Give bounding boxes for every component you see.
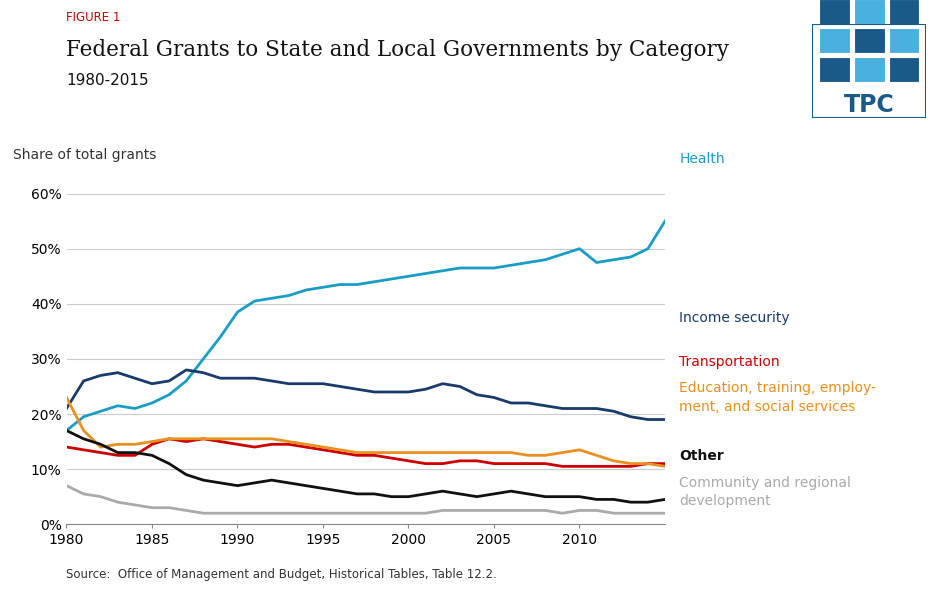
Text: TPC: TPC bbox=[844, 92, 895, 117]
FancyBboxPatch shape bbox=[819, 0, 850, 25]
FancyBboxPatch shape bbox=[888, 28, 920, 53]
FancyBboxPatch shape bbox=[819, 57, 850, 82]
FancyBboxPatch shape bbox=[854, 0, 884, 25]
Text: Health: Health bbox=[679, 152, 725, 166]
Text: Federal Grants to State and Local Governments by Category: Federal Grants to State and Local Govern… bbox=[66, 39, 730, 61]
Text: Transportation: Transportation bbox=[679, 355, 780, 369]
Text: 1980-2015: 1980-2015 bbox=[66, 74, 149, 88]
Text: Education, training, employ-
ment, and social services: Education, training, employ- ment, and s… bbox=[679, 381, 876, 414]
FancyBboxPatch shape bbox=[888, 0, 920, 25]
Text: Share of total grants: Share of total grants bbox=[12, 148, 156, 162]
Text: Source:  Office of Management and Budget, Historical Tables, Table 12.2.: Source: Office of Management and Budget,… bbox=[66, 568, 497, 581]
FancyBboxPatch shape bbox=[854, 57, 884, 82]
FancyBboxPatch shape bbox=[888, 57, 920, 82]
FancyBboxPatch shape bbox=[819, 28, 850, 53]
FancyBboxPatch shape bbox=[854, 28, 884, 53]
Text: Income security: Income security bbox=[679, 311, 789, 325]
Text: FIGURE 1: FIGURE 1 bbox=[66, 11, 121, 24]
Text: Community and regional
development: Community and regional development bbox=[679, 475, 851, 508]
Text: Other: Other bbox=[679, 449, 724, 464]
